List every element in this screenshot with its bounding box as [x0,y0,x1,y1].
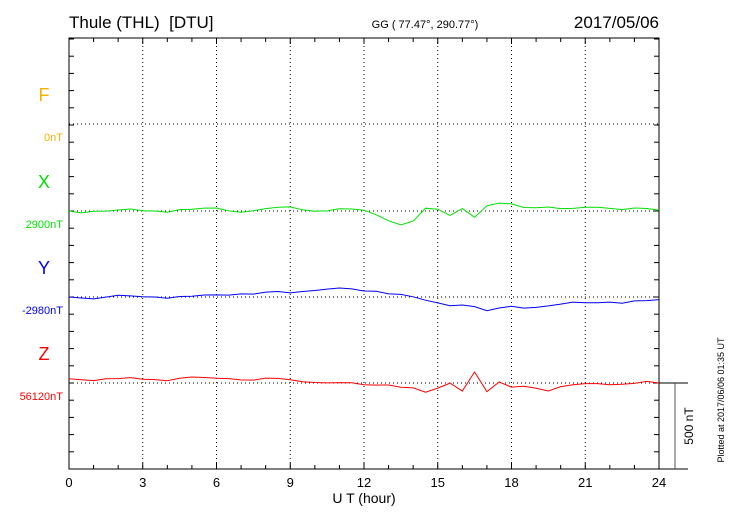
coordinates: GG ( 77.47°, 290.77°) [372,19,479,31]
x-tick-label: 12 [357,475,371,490]
x-tick-label: 9 [287,475,294,490]
component-label-z: Z [39,344,50,364]
x-tick-label: 3 [139,475,146,490]
station-title: Thule (THL) [DTU] [69,13,214,32]
scale-bar-label: 500 nT [682,407,696,445]
trace-y [68,287,660,312]
component-label-y: Y [38,258,50,278]
date: 2017/05/06 [574,13,659,32]
x-tick-label: 6 [213,475,220,490]
x-tick-label: 24 [652,475,666,490]
x-tick-label: 21 [578,475,592,490]
baseline-value-y: -2980nT [22,305,63,317]
x-tick-label: 0 [65,475,72,490]
x-tick-label: 18 [504,475,518,490]
x-axis-label: U T (hour) [332,490,395,506]
component-label-x: X [38,172,50,192]
trace-z [68,371,660,393]
baseline-value-f: 0nT [44,132,63,144]
plot-frame [68,37,660,470]
x-tick-label: 15 [431,475,445,490]
plotted-note: Plotted at 2017/06/06 01:35 UT [716,337,726,463]
component-label-f: F [39,85,50,105]
baseline-value-z: 56120nT [20,391,64,403]
baseline-value-x: 2900nT [26,219,64,231]
trace-x [68,202,660,226]
